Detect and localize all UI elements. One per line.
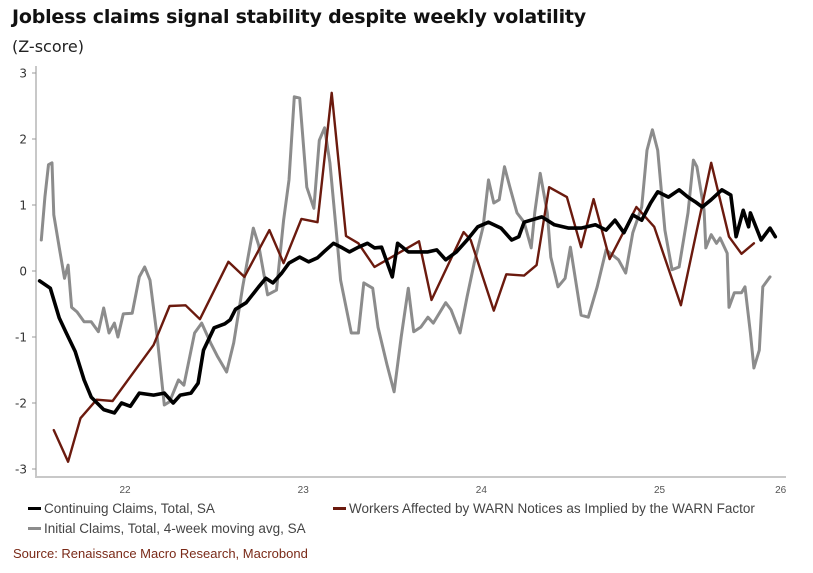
y-tick-label: -2 xyxy=(15,397,27,411)
legend-swatch-warn-notices xyxy=(333,507,346,510)
legend-item-warn-notices: Workers Affected by WARN Notices as Impl… xyxy=(333,501,755,516)
legend-item-continuing-claims: Continuing Claims, Total, SA xyxy=(28,501,215,516)
y-tick-label: -1 xyxy=(15,331,27,345)
line-chart: 3 2 1 0 -1 -2 -3 22 23 24 25 26 xyxy=(15,66,787,496)
legend-item-initial-claims: Initial Claims, Total, 4-week moving avg… xyxy=(28,521,306,536)
legend-label-continuing-claims: Continuing Claims, Total, SA xyxy=(44,501,215,516)
legend-swatch-continuing-claims xyxy=(28,507,41,510)
series-line-initial-claims-total-4-week-moving-avg-sa xyxy=(39,95,772,407)
chart-subtitle: (Z-score) xyxy=(12,37,84,56)
series-layer xyxy=(37,91,778,463)
legend-swatch-initial-claims xyxy=(28,527,41,530)
x-tick-label: 22 xyxy=(120,485,132,496)
series-line-continuing-claims-total-sa xyxy=(37,188,778,415)
y-tick-label: 0 xyxy=(19,265,27,279)
axes: 3 2 1 0 -1 -2 -3 22 23 24 25 26 xyxy=(15,66,787,496)
y-tick-label: -3 xyxy=(15,463,27,477)
x-tick-label: 24 xyxy=(476,485,488,496)
source-note: Source: Renaissance Macro Research, Macr… xyxy=(13,546,308,561)
chart-title: Jobless claims signal stability despite … xyxy=(12,6,586,28)
x-tick-label: 23 xyxy=(298,485,310,496)
y-tick-label: 3 xyxy=(19,67,27,81)
x-tick-label: 26 xyxy=(775,485,787,496)
legend-label-warn-notices: Workers Affected by WARN Notices as Impl… xyxy=(349,501,755,516)
x-tick-label: 25 xyxy=(654,485,666,496)
legend-label-initial-claims: Initial Claims, Total, 4-week moving avg… xyxy=(44,521,306,536)
y-tick-label: 1 xyxy=(19,199,27,213)
y-tick-label: 2 xyxy=(19,133,27,147)
